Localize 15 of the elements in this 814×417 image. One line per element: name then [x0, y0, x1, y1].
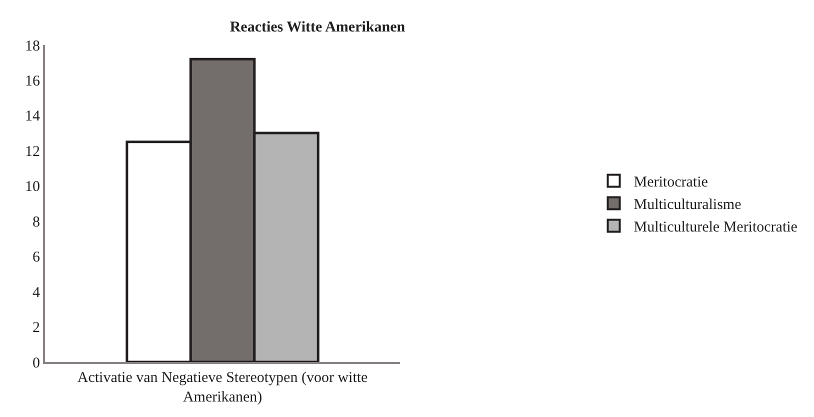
y-tick-label: 0 — [32, 355, 40, 372]
y-tick-label: 12 — [25, 144, 40, 160]
y-tick-label: 14 — [25, 108, 40, 125]
x-tick-label: Activatie van Negatieve Stereotypen (voor witte Amerikanen) — [77, 370, 368, 406]
legend-label: Meritocratie — [634, 174, 708, 191]
y-tick-label: 4 — [32, 284, 40, 301]
chart-title: Reacties Witte Amerikanen — [230, 19, 406, 36]
y-tick-label: 10 — [25, 179, 40, 196]
legend-label: Multiculturalisme — [634, 197, 742, 214]
y-tick-label: 2 — [32, 320, 40, 336]
y-tick-label: 8 — [32, 214, 40, 230]
y-tick-label: 18 — [25, 38, 40, 54]
legend-label: Multiculturele Meritocratie — [634, 220, 798, 236]
y-tick-label: 6 — [32, 250, 40, 266]
y-tick-label: 16 — [25, 73, 40, 90]
